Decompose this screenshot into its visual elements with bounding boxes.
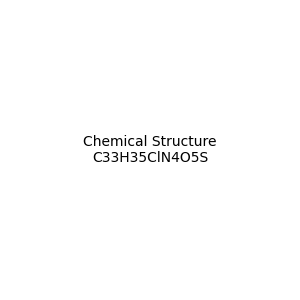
Text: Chemical Structure
C33H35ClN4O5S: Chemical Structure C33H35ClN4O5S [83,135,217,165]
